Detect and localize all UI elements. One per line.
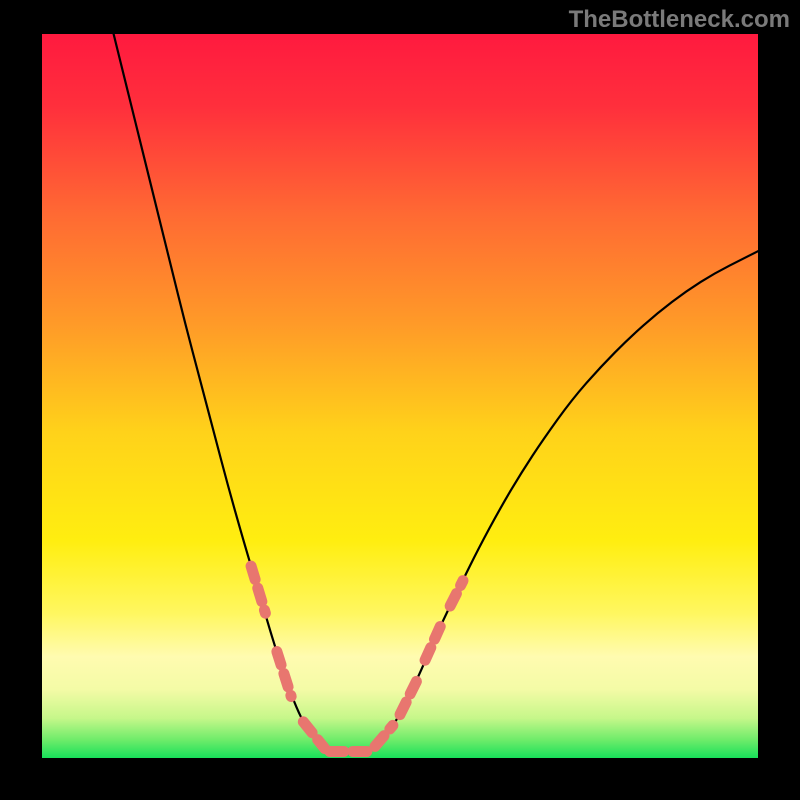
chart-plot-area xyxy=(42,34,758,758)
chart-outer-frame: TheBottleneck.com xyxy=(0,0,800,800)
chart-svg xyxy=(42,34,758,758)
watermark-text: TheBottleneck.com xyxy=(569,6,790,34)
chart-background-gradient xyxy=(42,34,758,758)
